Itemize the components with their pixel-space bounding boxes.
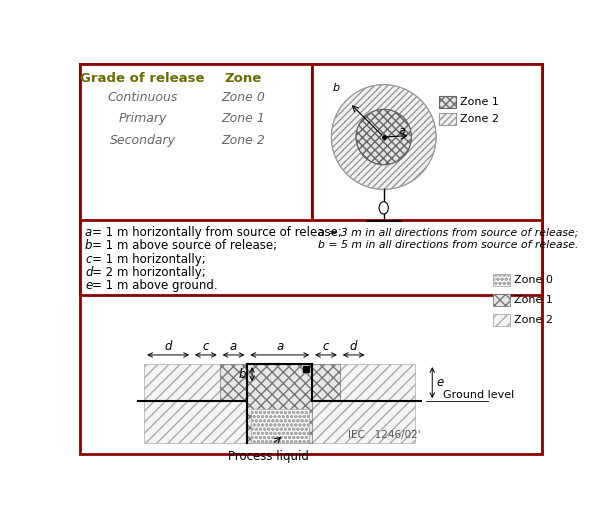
Bar (493, 314, 510, 326)
Bar (247, 364, 312, 443)
Text: Ground level: Ground level (443, 390, 514, 400)
Text: Zone 0: Zone 0 (221, 91, 265, 104)
Bar (493, 274, 510, 286)
Text: = 1 m horizontally;: = 1 m horizontally; (92, 252, 205, 266)
Text: b: b (85, 240, 93, 252)
Bar (79, 220, 542, 295)
Text: Zone 1: Zone 1 (460, 97, 499, 107)
Text: e: e (85, 279, 92, 292)
Text: a: a (230, 340, 237, 352)
Text: Zone 2: Zone 2 (460, 114, 499, 124)
Text: Zone 1: Zone 1 (221, 112, 265, 125)
Text: Grade of release: Grade of release (81, 72, 205, 85)
Text: Process liquid: Process liquid (228, 450, 308, 463)
Text: Zone 2: Zone 2 (221, 134, 265, 147)
Text: b = 5 m in all directions from source of release.: b = 5 m in all directions from source of… (318, 240, 578, 250)
Text: a: a (85, 226, 92, 240)
Text: Zone 0: Zone 0 (514, 275, 553, 285)
Text: a: a (398, 126, 405, 136)
Text: a: a (276, 340, 284, 352)
Bar (493, 294, 510, 306)
Ellipse shape (379, 202, 388, 214)
Text: Zone 1: Zone 1 (514, 295, 553, 305)
Bar (220, 364, 340, 401)
Text: Continuous: Continuous (107, 91, 178, 104)
Bar (439, 113, 456, 125)
Text: c: c (323, 340, 329, 352)
Text: = 1 m above ground.: = 1 m above ground. (92, 279, 218, 292)
Text: Secondary: Secondary (110, 134, 176, 147)
Circle shape (331, 85, 436, 189)
Text: b: b (333, 83, 340, 93)
Text: Zone: Zone (224, 72, 261, 85)
Text: = 1 m horizontally from source of release;: = 1 m horizontally from source of releas… (92, 226, 342, 240)
Text: a = 3 m in all directions from source of release;: a = 3 m in all directions from source of… (318, 227, 578, 237)
Bar (312, 64, 542, 266)
Text: c: c (202, 340, 209, 352)
Circle shape (356, 109, 411, 165)
Text: IEC   1246/02': IEC 1246/02' (348, 429, 421, 440)
Text: = 1 m above source of release;: = 1 m above source of release; (92, 240, 277, 252)
Text: d: d (350, 340, 358, 352)
Text: = 2 m horizontally;: = 2 m horizontally; (92, 266, 205, 279)
Text: Primary: Primary (119, 112, 167, 125)
Text: b: b (239, 368, 247, 381)
Bar (79, 64, 312, 222)
Text: d: d (85, 266, 93, 279)
Bar (144, 364, 415, 443)
Text: c: c (85, 252, 92, 266)
Text: e: e (436, 376, 444, 389)
Bar (250, 409, 309, 443)
Bar (439, 96, 456, 108)
Text: d: d (164, 340, 172, 352)
Text: Zone 2: Zone 2 (514, 315, 553, 325)
